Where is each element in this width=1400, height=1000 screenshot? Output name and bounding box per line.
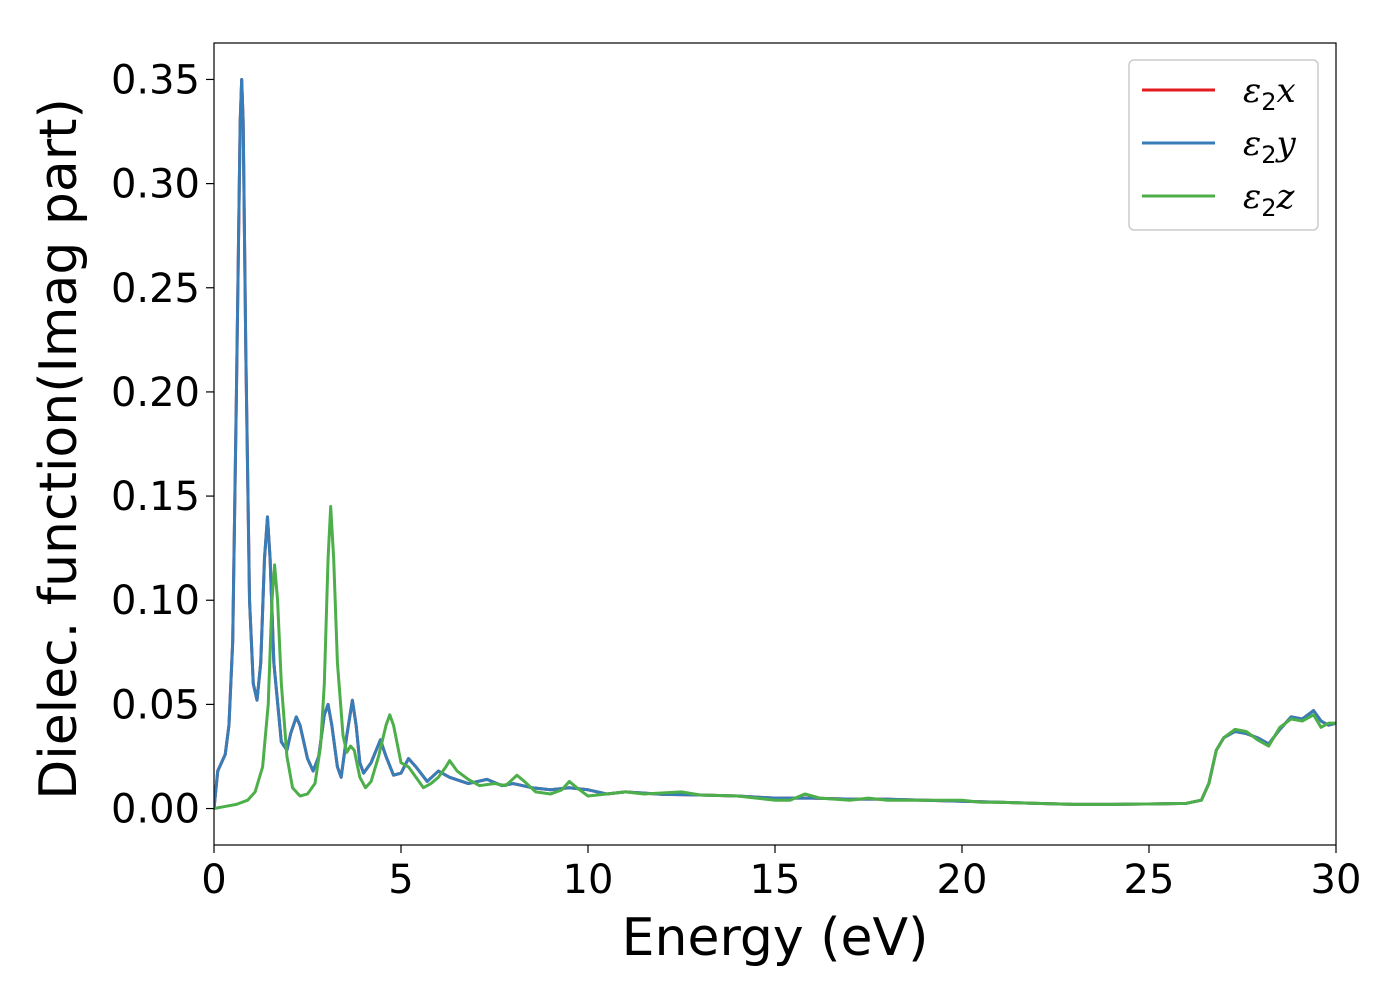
y-tick-label: 0.10 xyxy=(111,578,200,624)
series-layer xyxy=(214,77,1336,811)
legend-entry-z: ε2z xyxy=(1243,177,1296,222)
legend: ε2x ε2y ε2z xyxy=(1128,59,1319,231)
x-tick-label: 5 xyxy=(388,857,413,903)
y-tick-label: 0.30 xyxy=(111,162,200,208)
y-tick-label: 0.15 xyxy=(111,474,200,520)
y-tick-label: 0.20 xyxy=(111,370,200,416)
x-tick-label: 25 xyxy=(1124,857,1175,903)
series-line-z xyxy=(214,504,1336,811)
x-tick-label: 20 xyxy=(937,857,988,903)
y-tick-label: 0.00 xyxy=(111,787,200,833)
legend-entry-y: ε2y xyxy=(1243,124,1297,169)
x-tick-label: 10 xyxy=(563,857,614,903)
x-axis-ticks: 0 5 10 15 20 25 30 xyxy=(201,845,1361,903)
y-tick-label: 0.25 xyxy=(111,266,200,312)
x-axis-label: Energy (eV) xyxy=(622,908,929,968)
legend-entry-x: ε2x xyxy=(1243,71,1296,116)
y-tick-label: 0.35 xyxy=(111,57,200,103)
x-tick-label: 15 xyxy=(750,857,801,903)
y-axis-ticks: 0.00 0.05 0.10 0.15 0.20 0.25 0.30 0.35 xyxy=(111,57,214,833)
x-tick-label: 0 xyxy=(201,857,226,903)
x-tick-label: 30 xyxy=(1311,857,1362,903)
y-tick-label: 0.05 xyxy=(111,682,200,728)
y-axis-label: Dielec. function(Imag part) xyxy=(29,98,89,800)
legend-box xyxy=(1128,59,1319,231)
